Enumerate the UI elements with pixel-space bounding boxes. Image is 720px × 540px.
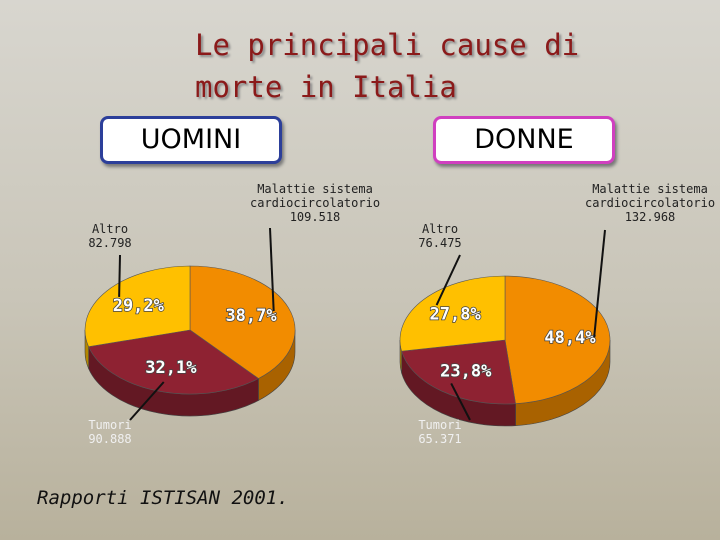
- value-label: 38,7%: [225, 306, 277, 326]
- pie-slice: [504, 275, 611, 404]
- chart-title: UOMINI: [100, 116, 282, 164]
- leader-line: [593, 229, 606, 338]
- count-label: 132.968: [624, 210, 676, 224]
- category-label: Malattie sistema cardiocircolatorio: [585, 182, 716, 210]
- value-label: 29,2%: [113, 296, 165, 316]
- count-label: 65.371: [418, 432, 462, 446]
- pie-slice: [189, 265, 296, 379]
- value-label: 48,4%: [544, 328, 596, 348]
- value-label: 32,1%: [145, 358, 197, 378]
- source: Rapporti ISTISAN 2001.: [37, 487, 289, 509]
- count-label: 82.798: [88, 236, 132, 250]
- chart-title: DONNE: [433, 116, 615, 164]
- pie-slice: [88, 329, 260, 395]
- slide-title: Le principali cause di: [195, 28, 580, 62]
- value-label: 23,8%: [440, 362, 492, 382]
- category-label: Tumori: [88, 418, 132, 432]
- category-label: Tumori: [418, 418, 462, 432]
- category-label: Altro: [91, 222, 129, 236]
- pie-slice: [399, 275, 506, 352]
- count-label: 109.518: [289, 210, 341, 224]
- leader-line: [118, 254, 121, 297]
- count-label: 90.888: [88, 432, 132, 446]
- pie-slice: [401, 339, 516, 405]
- leader-line: [450, 382, 471, 421]
- category-label: Altro: [421, 222, 459, 236]
- leader-line: [435, 254, 461, 306]
- leader-line: [129, 381, 165, 421]
- count-label: 76.475: [418, 236, 462, 250]
- value-label: 27,8%: [430, 305, 482, 325]
- slide-title: morte in Italia: [195, 70, 457, 104]
- leader-line: [269, 227, 275, 312]
- category-label: Malattie sistema cardiocircolatorio: [250, 182, 381, 210]
- pie-slice: [84, 265, 191, 348]
